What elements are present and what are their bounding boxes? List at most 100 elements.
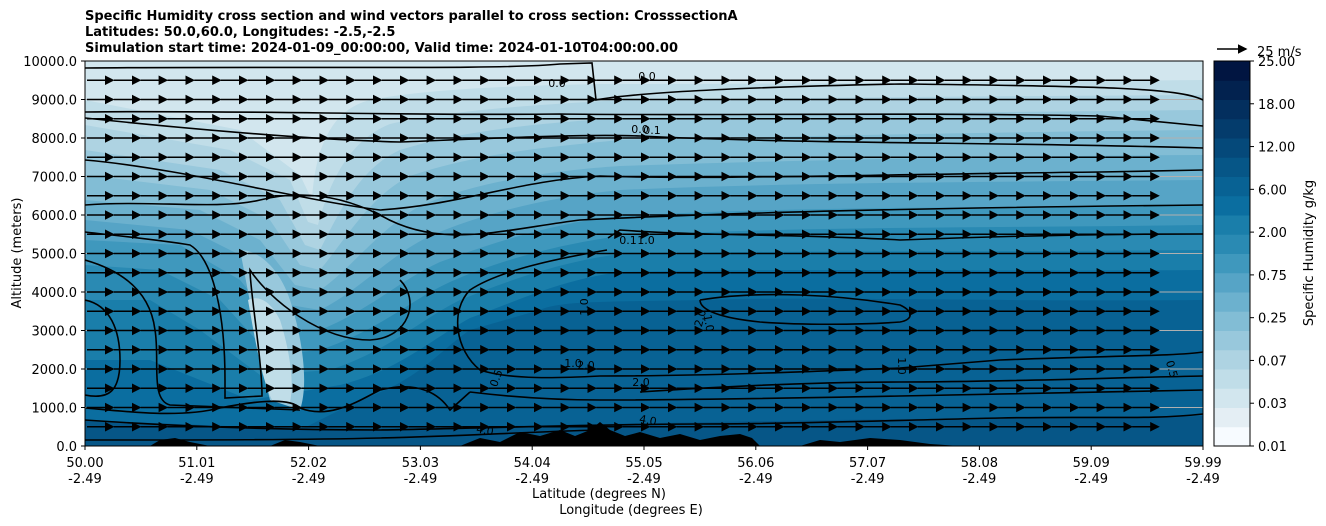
x-tick-label-lon: -2.49 [963, 472, 997, 487]
colorbar-tick-label: 0.01 [1258, 440, 1287, 455]
y-tick-label: 8000.0 [32, 132, 78, 147]
wind-reference-label: 25 m/s [1257, 45, 1302, 60]
y-tick-label: 5000.0 [32, 248, 78, 263]
colorbar-tick-label: 0.03 [1258, 397, 1287, 412]
x-tick-label-lat: 59.09 [1073, 456, 1110, 471]
colorbar-segment [1214, 253, 1250, 274]
colorbar-tick-label: 0.07 [1258, 354, 1287, 369]
colorbar-segment [1214, 80, 1250, 100]
x-axis-label-lon: Longitude (degrees E) [559, 503, 703, 518]
y-tick-label: 10000.0 [23, 55, 77, 70]
terrain-profile [150, 422, 960, 446]
x-tick-label-lon: -2.49 [404, 472, 438, 487]
contour-label: 0.1 [643, 124, 661, 137]
y-tick-label: 3000.0 [32, 325, 78, 340]
contour-line [85, 62, 1203, 101]
chart-subtitle-times: Simulation start time: 2024-01-09_00:00:… [85, 41, 678, 56]
colorbar-segment [1214, 311, 1250, 331]
x-tick-label-lon: -2.49 [851, 472, 885, 487]
chart-title-block: Specific Humidity cross section and wind… [85, 9, 738, 57]
contour-line [469, 389, 1203, 401]
x-tick-label-lat: 57.07 [849, 456, 886, 471]
contour-line [456, 249, 1203, 379]
contour-line [85, 299, 121, 397]
contour-label: 4.0 [638, 413, 657, 429]
x-tick-label-lat: 58.08 [961, 456, 998, 471]
humidity-band [85, 61, 1203, 200]
colorbar-segment [1214, 195, 1250, 216]
y-tick-label: 7000.0 [32, 171, 78, 186]
x-axis: 50.00-2.4951.01-2.4952.02-2.4953.03-2.49… [66, 446, 1222, 487]
colorbar-segment [1214, 407, 1250, 428]
contour-label: 0.0 [548, 77, 566, 90]
contour-label: 1.0 [564, 357, 582, 370]
colorbar-segment [1214, 234, 1250, 254]
x-tick-label-lon: -2.49 [515, 472, 549, 487]
contour-line [85, 231, 411, 399]
contour-label: 0.5 [487, 368, 505, 389]
colorbar-segment [1214, 138, 1250, 158]
colorbar-segment [1214, 388, 1250, 408]
y-tick-label: 4000.0 [32, 286, 78, 301]
contour-label: 1.0 [578, 298, 591, 316]
x-tick-label-lat: 59.99 [1184, 456, 1221, 471]
contour-label: 2.0 [577, 359, 595, 372]
contour-line [85, 413, 1203, 431]
y-tick-label: 6000.0 [32, 209, 78, 224]
contour-label: 2.0 [632, 376, 650, 389]
x-tick-label-lat: 50.00 [66, 456, 103, 471]
colorbar-segment [1214, 215, 1250, 235]
colorbar-segment [1214, 272, 1250, 293]
colorbar-segment [1214, 292, 1250, 312]
colorbar-tick-label: 0.25 [1258, 312, 1287, 327]
contour-labels: 0.00.00.00.10.11.01.02.02.00.51.02.04.04… [475, 70, 1180, 439]
y-tick-label: 9000.0 [32, 94, 78, 109]
contour-label: 1.0 [701, 313, 717, 332]
colorbar-segment [1214, 99, 1250, 120]
colorbar-tick-label: 18.00 [1258, 98, 1295, 113]
wind-vectors [87, 75, 1160, 432]
colorbar: 0.01 0.03 0.07 0.25 0.75 2.00 6.00 12.00 18.00 25… [1213, 55, 1295, 455]
contour-label: 0.5 [1163, 359, 1180, 379]
x-tick-label-lon: -2.49 [68, 472, 102, 487]
y-tick-label: 1000.0 [32, 402, 78, 417]
colorbar-tick-label: 2.00 [1258, 226, 1287, 241]
x-tick-label-lon: -2.49 [739, 472, 773, 487]
x-tick-label-lat: 55.05 [625, 456, 662, 471]
contour-label: 0.0 [631, 123, 649, 136]
colorbar-label: Specific Humidity g/kg [1302, 180, 1317, 326]
contour-label: 4.0 [475, 423, 494, 439]
colorbar-segment [1214, 176, 1250, 197]
x-tick-label-lat: 51.01 [178, 456, 215, 471]
x-tick-label-lon: -2.49 [627, 472, 661, 487]
colorbar-segment [1214, 61, 1250, 81]
y-axis-label: Altitude (meters) [10, 198, 25, 309]
x-tick-label-lat: 53.03 [402, 456, 439, 471]
colorbar-segment [1214, 349, 1250, 370]
colorbar-tick-label: 6.00 [1258, 183, 1287, 198]
x-tick-label-lat: 56.06 [737, 456, 774, 471]
x-axis-label-lat: Latitude (degrees N) [532, 487, 666, 502]
contour-line [85, 159, 1203, 211]
contour-label: 1.0 [637, 234, 655, 247]
chart-title: Specific Humidity cross section and wind… [85, 9, 738, 24]
humidity-band [85, 61, 1203, 225]
colorbar-segment [1214, 330, 1250, 351]
x-tick-label-lat: 54.04 [514, 456, 551, 471]
colorbar-segment [1214, 426, 1250, 447]
contour-label: 0.0 [638, 70, 656, 83]
colorbar-tick-label: 12.00 [1258, 141, 1295, 156]
x-tick-label-lat: 52.02 [290, 456, 327, 471]
x-tick-label-lon: -2.49 [180, 472, 214, 487]
y-tick-label: 0.0 [56, 440, 77, 455]
contour-label: 1.0 [895, 357, 908, 375]
y-axis: 0.0 1000.0 2000.0 3000.0 4000.0 5000.0 6000.0 7… [23, 55, 85, 455]
colorbar-tick-label: 0.75 [1258, 269, 1287, 284]
x-tick-label-lon: -2.49 [292, 472, 326, 487]
colorbar-frame [1213, 60, 1251, 447]
contour-label: 2.0 [692, 308, 709, 328]
wind-reference-key: 25 m/s [1217, 44, 1302, 60]
y-tick-label: 2000.0 [32, 363, 78, 378]
terrain [150, 422, 960, 446]
